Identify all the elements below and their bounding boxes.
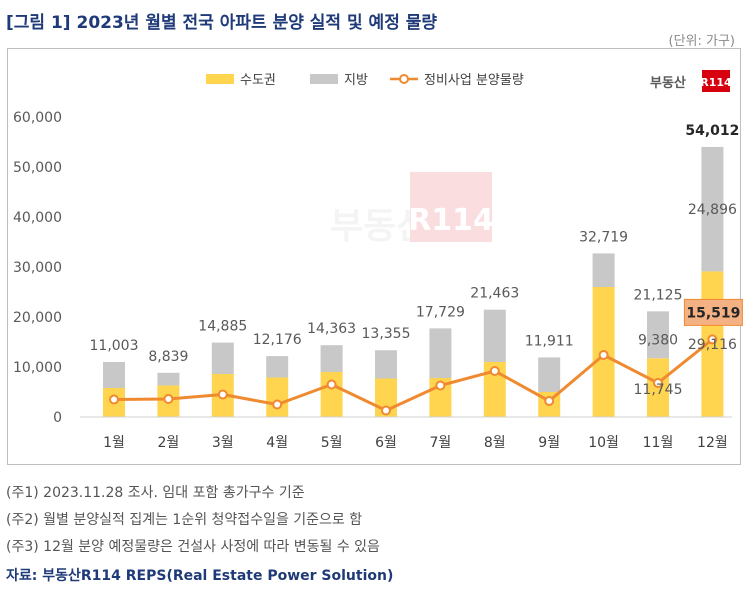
y-tick-label: 60,000 <box>13 110 62 126</box>
x-axis: 1월 2월 3월 4월 5월 6월 7월 8월 9월 10월 11월 12월 <box>80 416 732 451</box>
x-tick-label: 10월 <box>588 435 619 451</box>
legend-label-local: 지방 <box>344 73 368 88</box>
x-tick-label: 5월 <box>321 435 343 451</box>
watermark: 부동산 R114 <box>330 172 494 247</box>
line-point <box>272 399 283 410</box>
bar-local <box>375 350 397 379</box>
segment-label: 29,116 <box>688 337 737 353</box>
line-point <box>326 379 337 390</box>
legend-swatch-capital <box>206 74 234 84</box>
total-label: 21,125 <box>634 287 683 303</box>
legend-swatch-local <box>310 74 338 84</box>
x-tick-label: 12월 <box>697 435 728 451</box>
source: 자료: 부동산R114 REPS(Real Estate Power Solut… <box>6 568 394 584</box>
x-tick-label: 7월 <box>430 435 452 451</box>
bar-local <box>647 311 669 359</box>
bar-local <box>211 342 234 374</box>
bar-capital <box>266 377 289 417</box>
line-path <box>113 338 714 412</box>
x-tick-label: 1월 <box>103 435 125 451</box>
y-tick-label: 10,000 <box>13 360 62 376</box>
segment-label: 24,896 <box>688 202 737 218</box>
y-tick-label: 0 <box>53 410 62 426</box>
y-tick-label: 30,000 <box>13 260 62 276</box>
bar-local <box>320 345 343 372</box>
x-tick-label: 8월 <box>484 435 506 451</box>
bar-capital <box>483 362 506 417</box>
line-point <box>381 405 391 416</box>
segment-label: 9,380 <box>638 332 678 348</box>
watermark-text: 부동산 <box>330 206 429 247</box>
line-point <box>217 389 228 400</box>
total-label: 12,176 <box>253 332 302 348</box>
line-point <box>544 396 555 406</box>
total-label: 11,003 <box>90 338 139 354</box>
line-label-box <box>683 298 743 326</box>
brand-logo-badge-text: R114 <box>700 76 732 89</box>
bar-local <box>538 357 561 392</box>
bar-local <box>701 146 724 272</box>
note-3: (주3) 12월 분양 예정물량은 건설사 사정에 따라 변동될 수 있음 <box>6 539 380 555</box>
x-tick-label: 6월 <box>375 435 397 451</box>
brand-logo: 부동산 R114 <box>650 70 732 92</box>
legend-marker-redevelopment <box>399 74 409 84</box>
bar-local <box>103 361 125 388</box>
bar-local <box>429 328 452 378</box>
legend: 수도권 지방 정비사업 분양물량 <box>206 73 524 88</box>
x-tick-label: 3월 <box>212 435 234 451</box>
bar-local <box>592 253 615 287</box>
chart: 부동산 R114 수도권 지방 정비사업 분양물량 부동산 R114 60,00… <box>13 70 743 451</box>
legend-label-capital: 수도권 <box>240 73 276 88</box>
bar-local <box>483 309 506 362</box>
total-label: 54,012 <box>685 123 739 139</box>
note-1: (주1) 2023.11.28 조사. 임대 포함 총가구수 기준 <box>6 485 305 501</box>
x-tick-label: 9월 <box>538 435 560 451</box>
bar-local <box>157 372 180 386</box>
line-point <box>707 334 718 345</box>
chart-frame <box>7 48 741 465</box>
total-label: 13,355 <box>362 326 411 342</box>
chart-title: [그림 1] 2023년 월별 전국 아파트 분양 실적 및 예정 물량 <box>6 13 438 33</box>
line-point <box>598 350 609 360</box>
bar-capital <box>320 372 343 417</box>
y-axis: 60,000 50,000 40,000 30,000 20,000 10,000 0 <box>13 110 62 426</box>
x-tick-label: 11월 <box>643 435 674 451</box>
bar-local <box>266 356 289 378</box>
legend-label-redevelopment: 정비사업 분양물량 <box>424 73 524 88</box>
total-label: 32,719 <box>579 229 628 245</box>
y-tick-label: 40,000 <box>13 210 62 226</box>
line-point <box>653 378 663 388</box>
total-label: 11,911 <box>525 333 574 349</box>
brand-logo-text: 부동산 <box>650 75 686 91</box>
y-tick-label: 50,000 <box>13 160 62 176</box>
line-point <box>163 394 174 404</box>
note-2: (주2) 월별 분양실적 집계는 1순위 청약접수일을 기준으로 함 <box>6 512 363 528</box>
line-point <box>109 394 119 405</box>
segment-label: 11,745 <box>634 382 683 398</box>
y-tick-label: 20,000 <box>13 310 62 326</box>
notes: (주1) 2023.11.28 조사. 임대 포함 총가구수 기준 (주2) 월… <box>6 480 380 561</box>
watermark-badge-text: R114 <box>408 203 494 238</box>
total-label: 17,729 <box>416 304 465 320</box>
total-label: 14,363 <box>307 321 356 337</box>
total-label: 8,839 <box>148 349 188 365</box>
total-label: 14,885 <box>198 319 247 335</box>
unit-label: (단위: 가구) <box>668 34 736 49</box>
line-label: 15,519 <box>686 305 740 321</box>
watermark-badge-box <box>410 172 492 242</box>
data-labels: 11,003 8,839 14,885 12,176 14,363 13,355 17,72… <box>90 123 743 398</box>
total-label: 21,463 <box>470 286 519 302</box>
x-tick-label: 4월 <box>266 435 288 451</box>
line-point <box>435 380 446 391</box>
x-tick-label: 2월 <box>158 435 180 451</box>
brand-logo-badge <box>702 70 730 92</box>
redevelopment-line <box>109 334 718 416</box>
line-point <box>489 366 500 376</box>
